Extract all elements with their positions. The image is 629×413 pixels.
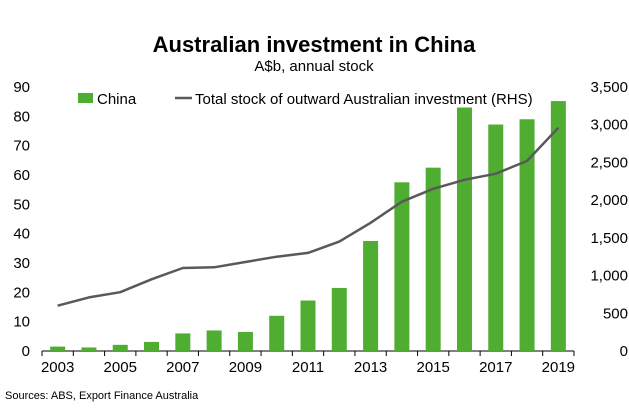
bar-china [519,119,535,352]
x-tick-label: 2005 [104,359,137,376]
x-tick-label: 2019 [542,359,575,376]
y-right-tick-label: 2,000 [590,192,628,209]
bar-china [81,347,97,351]
x-tick-label: 2013 [354,359,387,376]
chart-source: Sources: ABS, Export Finance Australia [5,390,199,402]
bar-series-china [50,101,566,352]
x-tick-label: 2017 [479,359,512,376]
y-right-tick-label: 3,000 [590,117,628,134]
legend-label-total: Total stock of outward Australian invest… [195,91,533,108]
y-left-tick-label: 60 [13,167,30,184]
y-right-tick-label: 500 [603,305,628,322]
y-left-tick-label: 20 [13,284,30,301]
y-right-axis: 0 500 1,000 1,500 2,000 2,500 3,000 3,500 [590,79,628,360]
bar-china [488,124,504,352]
y-left-tick-label: 30 [13,255,30,272]
bar-china [550,101,566,351]
bar-china [237,331,253,351]
y-left-axis: 0 10 20 30 40 50 60 70 80 90 [13,79,30,360]
bar-china [425,167,441,351]
y-left-tick-label: 80 [13,108,30,125]
plot-area: 0 10 20 30 40 50 60 70 80 90 0 500 1,000 1,500 2,000 2… [13,79,628,376]
y-left-tick-label: 90 [13,79,30,96]
x-axis: 2003 2005 2007 2009 2011 2013 2015 2017 2019 [41,351,575,376]
bar-china [269,315,285,351]
bar-china [175,333,191,351]
y-right-tick-label: 1,000 [590,268,628,285]
y-left-tick-label: 40 [13,226,30,243]
y-left-tick-label: 0 [22,343,30,360]
bar-china [144,341,160,351]
y-right-tick-label: 1,500 [590,230,628,247]
legend-label-china: China [97,91,137,108]
y-left-tick-label: 70 [13,138,30,155]
bar-china [112,344,128,351]
line-series-total [57,126,560,307]
y-left-tick-label: 10 [13,314,30,331]
y-left-tick-label: 50 [13,196,30,213]
bar-china [363,241,379,351]
legend-swatch-china [78,93,93,103]
x-tick-label: 2011 [292,359,324,376]
x-tick-label: 2009 [229,359,262,376]
x-tick-label: 2007 [166,359,199,376]
bar-china [300,300,316,351]
bar-china [331,287,347,351]
x-tick-label: 2015 [416,359,449,376]
legend: China Total stock of outward Australian … [78,91,533,108]
bar-china [456,107,472,352]
y-right-tick-label: 0 [620,343,628,360]
bar-china [394,182,410,351]
bar-china [50,346,66,351]
chart-subtitle: A$b, annual stock [254,58,374,75]
y-right-tick-label: 3,500 [590,79,628,96]
chart-title: Australian investment in China [153,32,476,57]
y-right-tick-label: 2,500 [590,154,628,171]
x-tick-label: 2003 [41,359,74,376]
bar-china [206,330,222,351]
